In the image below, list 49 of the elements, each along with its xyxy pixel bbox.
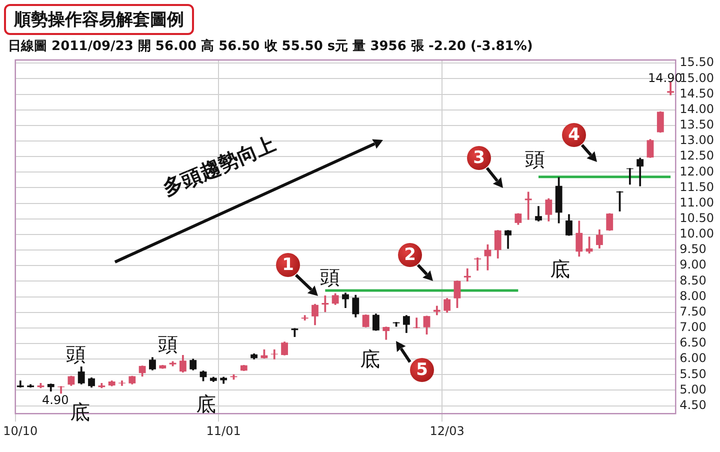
y-tick-label: 6.50 (680, 336, 706, 350)
annotation: 多頭趨勢向上 (159, 131, 280, 200)
annotation: 底 (360, 347, 380, 371)
y-tick-label: 7.50 (680, 304, 706, 318)
y-tick-label: 9.00 (680, 258, 706, 272)
candlestick (464, 268, 471, 282)
chart-title: 順勢操作容易解套圖例 (4, 4, 194, 35)
annotation: 頭 (320, 265, 340, 289)
y-tick-label: 10.00 (680, 226, 714, 241)
chart-subtitle: 日線圖 2011/09/23 開 56.00 高 56.50 收 55.50 s元 量 3956 張 -2.20 (-3.81%) (8, 38, 533, 55)
y-tick-label: 13.00 (680, 133, 714, 148)
y-tick-label: 12.50 (680, 148, 714, 163)
y-tick-label: 14.50 (680, 86, 714, 100)
y-tick-label: 13.50 (680, 118, 714, 132)
annotation: 3 (467, 146, 491, 170)
y-tick-label: 4.50 (680, 398, 706, 412)
annotation: 14.90 (648, 71, 682, 85)
y-tick-label: 5.50 (680, 366, 706, 381)
x-tick-label: 10/10 (3, 424, 38, 438)
annotation: 頭 (66, 342, 86, 366)
annotation: 1 (276, 253, 300, 277)
annotation: 4 (562, 123, 586, 147)
candlestick (301, 315, 308, 320)
y-tick-label: 11.50 (680, 180, 714, 194)
y-tick-label: 9.50 (680, 242, 706, 256)
y-tick-label: 10.50 (680, 211, 714, 226)
candlestick (322, 296, 329, 312)
candlestick (474, 258, 482, 271)
y-tick-label: 8.00 (680, 288, 706, 303)
annotation: 4.90 (42, 393, 69, 407)
annotation: 頭 (158, 332, 178, 356)
x-tick-label: 11/01 (206, 424, 241, 438)
y-tick-label: 15.00 (680, 70, 714, 85)
annotation: 2 (398, 243, 422, 267)
y-tick-label: 7.00 (680, 320, 706, 334)
annotation: 底 (196, 392, 216, 416)
annotation: 底 (70, 400, 90, 424)
y-tick-label: 14.00 (680, 102, 714, 116)
y-tick-label: 6.00 (680, 351, 706, 366)
candlestick (524, 192, 532, 220)
annotation: 頭 (525, 147, 545, 171)
y-tick-label: 11.00 (680, 195, 714, 210)
x-tick-label: 12/03 (430, 424, 464, 438)
annotation: 5 (410, 358, 434, 382)
y-tick-label: 5.00 (680, 382, 706, 396)
y-tick-label: 15.50 (680, 55, 714, 70)
y-tick-label: 8.50 (680, 273, 706, 288)
y-tick-label: 12.00 (680, 164, 714, 178)
annotation: 底 (550, 257, 570, 281)
